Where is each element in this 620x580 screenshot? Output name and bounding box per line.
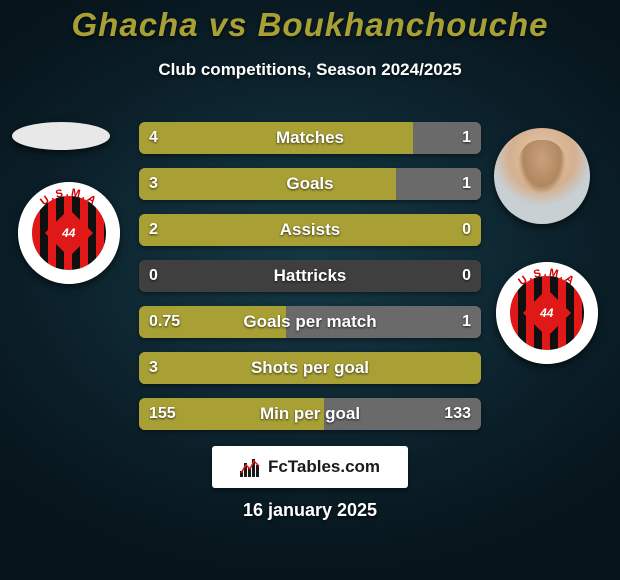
stat-row: 155133Min per goal [139, 398, 481, 430]
stat-row: 0.751Goals per match [139, 306, 481, 338]
stat-row: 3Shots per goal [139, 352, 481, 384]
stat-row: 41Matches [139, 122, 481, 154]
stat-bar-right [413, 122, 481, 154]
stat-row: 0 0Hattricks [139, 260, 481, 292]
stat-bar-right [286, 306, 481, 338]
stat-bar-left [139, 214, 481, 246]
svg-text:U.S.M.A: U.S.M.A [38, 187, 99, 208]
stat-label: Hattricks [139, 260, 481, 292]
stat-value-left: 0 [139, 260, 168, 292]
stat-bar-right [324, 398, 481, 430]
stats-container: 41Matches 31Goals 20Assists 0 0Hattricks 0.75… [139, 122, 481, 444]
brand-logo-icon [240, 457, 262, 477]
stat-bar-left [139, 306, 286, 338]
stat-row: 20Assists [139, 214, 481, 246]
page-subtitle: Club competitions, Season 2024/2025 [0, 60, 620, 80]
brand-text: FcTables.com [268, 457, 380, 477]
stat-bar-left [139, 122, 413, 154]
stat-bar-left [139, 398, 324, 430]
player2-avatar [494, 128, 590, 224]
brand-box: FcTables.com [212, 446, 408, 488]
stat-bar-left [139, 352, 481, 384]
page-title: Ghacha vs Boukhanchouche [0, 6, 620, 44]
stat-value-right: 0 [452, 260, 481, 292]
player2-club-logo: U.S.M.A 44 [496, 262, 598, 364]
svg-text:U.S.M.A: U.S.M.A [516, 267, 577, 288]
stat-bar-left [139, 168, 396, 200]
player1-avatar [12, 122, 110, 150]
stat-row: 31Goals [139, 168, 481, 200]
infographic-date: 16 january 2025 [0, 500, 620, 521]
player1-club-logo: U.S.M.A 44 [18, 182, 120, 284]
stat-bar-right [396, 168, 482, 200]
